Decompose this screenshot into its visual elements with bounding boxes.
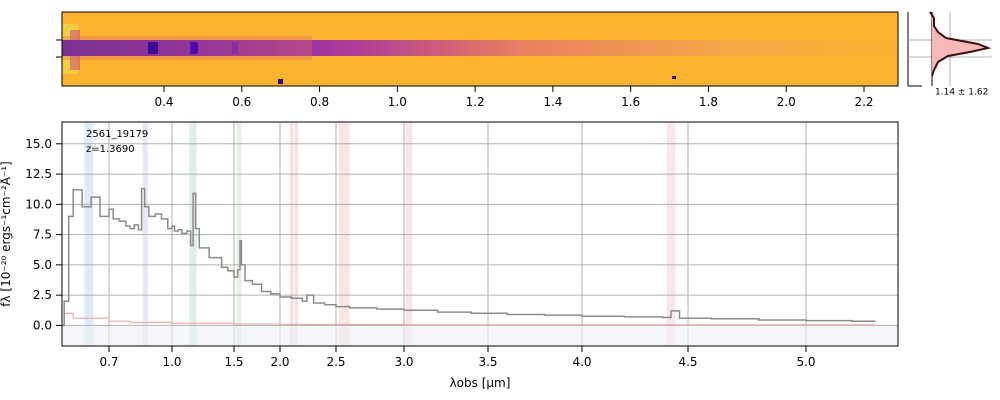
x-tick-label: 1.0 [162, 355, 181, 369]
x-tick-label: 1.5 [224, 355, 243, 369]
profile-line [929, 11, 992, 77]
emission-line-band [290, 122, 294, 346]
heatmap-trace-halo [62, 36, 312, 60]
heatmap-xtick-label: 2.2 [854, 95, 873, 109]
heatmap-bad-pixel [278, 79, 283, 84]
x-tick-label: 3.0 [394, 355, 413, 369]
heatmap-xtick-label: 0.8 [310, 95, 329, 109]
y-tick-label: 10.0 [25, 197, 52, 211]
x-axis-label: λobs [μm] [450, 376, 511, 390]
contamination-model-line [62, 312, 875, 326]
heatmap-emission-blob [190, 42, 198, 54]
emission-line-band [294, 122, 298, 346]
grid-lines [62, 122, 898, 346]
heatmap-xtick-label: 0.4 [154, 95, 173, 109]
emission-line-band [405, 122, 413, 346]
profile-fill [932, 14, 988, 76]
heatmap-xtick-label: 1.0 [388, 95, 407, 109]
plot-frame [61, 121, 899, 347]
heatmap-xtick-label: 0.6 [232, 95, 251, 109]
object-id-label: 2561_19179 [86, 129, 148, 140]
emission-line-band [236, 122, 242, 346]
heatmap-xtick-label: 1.4 [543, 95, 562, 109]
heatmap-xtick-label: 1.2 [466, 95, 485, 109]
heatmap-emission-blob [232, 42, 238, 54]
y-tick-label: 12.5 [25, 167, 52, 181]
heatmap-emission-blob [148, 42, 158, 54]
plot-area [62, 122, 898, 346]
y-tick-label: 7.5 [33, 228, 52, 242]
emission-line-band [338, 122, 350, 346]
x-tick-label: 4.0 [572, 355, 591, 369]
x-tick-label: 3.5 [478, 355, 497, 369]
y-axis: 0.0 2.5 5.0 7.5 10.0 12.5 15.0 [25, 137, 62, 332]
emission-line-band [142, 122, 148, 346]
heatmap-xtick-label: 1.6 [621, 95, 640, 109]
x-tick-label: 4.5 [678, 355, 697, 369]
heatmap-xtick-label: 2.0 [777, 95, 796, 109]
y-tick-label: 5.0 [33, 258, 52, 272]
zero-band [62, 326, 898, 346]
x-tick-label: 5.0 [796, 355, 815, 369]
x-tick-label: 2.5 [326, 355, 345, 369]
x-tick-label: 0.7 [99, 355, 118, 369]
heatmap-trace [62, 40, 898, 56]
x-tick-label: 2.0 [270, 355, 289, 369]
heatmap-bad-pixel [672, 76, 676, 79]
y-tick-label: 15.0 [25, 137, 52, 151]
heatmap-xtick-label: 1.8 [699, 95, 718, 109]
spectrum-2d-panel: 0.4 0.6 0.8 1.0 1.2 1.4 1.6 1.8 2.0 2.2 [56, 11, 899, 109]
redshift-label: z=1.3690 [86, 144, 135, 155]
spectrum-1d-panel: 0.7 1.0 1.5 2.0 2.5 3.0 3.5 4.0 4.5 5.0 0.0 2.5 5.0… [0, 121, 899, 390]
emission-line-band [84, 122, 94, 346]
x-axis: 0.7 1.0 1.5 2.0 2.5 3.0 3.5 4.0 4.5 5.0 [99, 346, 816, 369]
spectrum-line [62, 187, 876, 327]
y-tick-label: 0.0 [33, 318, 52, 332]
heatmap-x-axis: 0.4 0.6 0.8 1.0 1.2 1.4 1.6 1.8 2.0 2.2 [154, 86, 874, 109]
profile-panel: 1.14 ± 1.62 [907, 11, 992, 98]
emission-line-band [666, 122, 676, 346]
y-axis-label: fλ [10⁻²⁰ ergs⁻¹cm⁻²Å⁻¹] [0, 161, 13, 306]
heatmap-frame [61, 11, 899, 87]
profile-annotation: 1.14 ± 1.62 [935, 88, 988, 98]
y-tick-label: 2.5 [33, 288, 52, 302]
